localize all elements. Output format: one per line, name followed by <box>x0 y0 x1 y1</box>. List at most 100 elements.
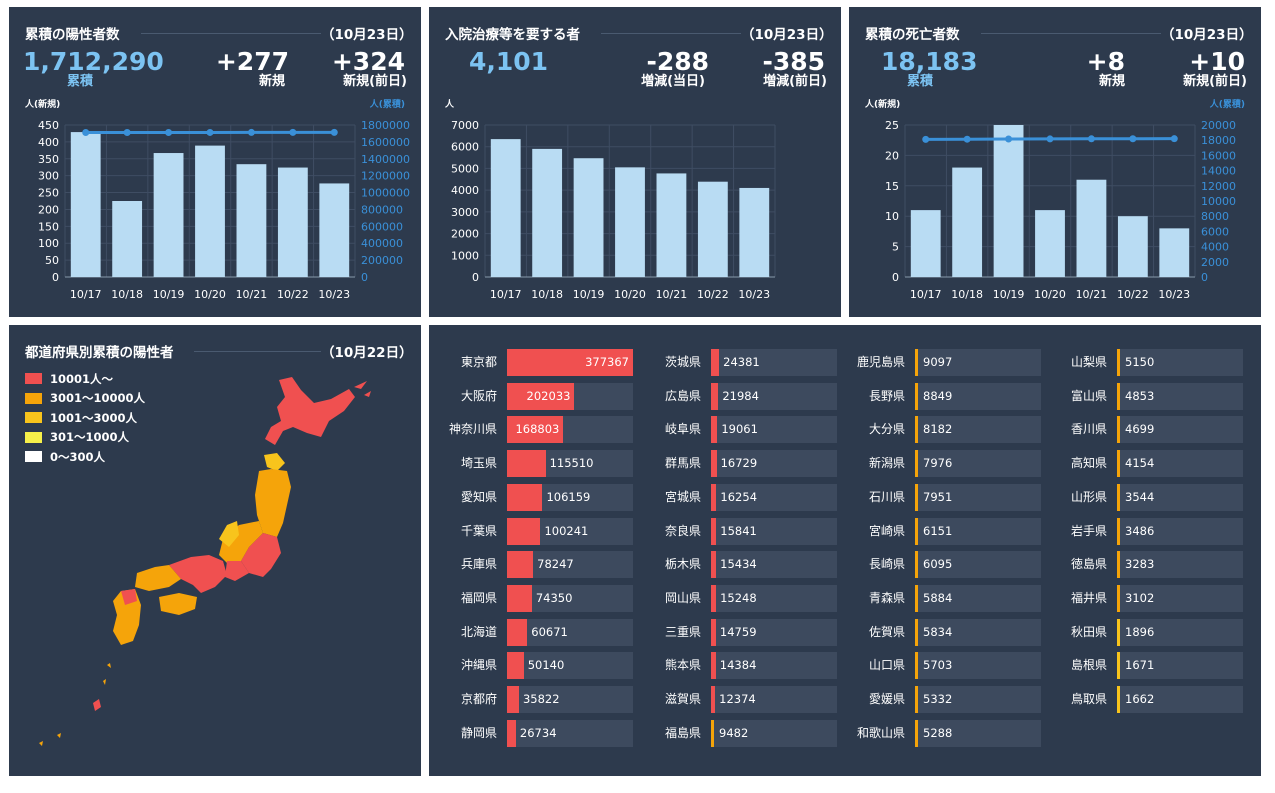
legend-item[interactable]: 1001～3000人 <box>25 408 145 428</box>
bar[interactable] <box>697 181 728 277</box>
map-region-chugoku[interactable] <box>135 565 181 591</box>
map-region-tohoku-north[interactable] <box>264 453 285 471</box>
ranking-row[interactable]: 岩手県 3486 <box>1055 517 1243 545</box>
ranking-row[interactable]: 滋賀県 12374 <box>645 686 837 713</box>
ranking-row[interactable]: 群馬県 16729 <box>645 450 837 478</box>
map-region-hokuriku[interactable] <box>219 521 239 547</box>
ranking-row[interactable]: 宮崎県 6151 <box>845 517 1041 545</box>
ranking-row[interactable]: 秋田県 1896 <box>1055 618 1243 646</box>
bar[interactable] <box>236 164 267 277</box>
line-point[interactable] <box>247 128 255 136</box>
ranking-row[interactable]: 岡山県 15248 <box>645 584 837 612</box>
ranking-row[interactable]: 香川県 4699 <box>1055 416 1243 444</box>
ranking-row[interactable]: 栃木県 15434 <box>645 551 837 579</box>
ranking-row[interactable]: 福井県 3102 <box>1055 584 1243 612</box>
map-region-kyushu[interactable] <box>113 589 141 645</box>
ranking-row[interactable]: 長崎県 6095 <box>845 551 1041 579</box>
ranking-row[interactable]: 広島県 21984 <box>645 382 837 410</box>
line-point[interactable] <box>1170 135 1178 143</box>
ranking-row[interactable]: 大阪府 202033 <box>445 382 633 410</box>
line-point[interactable] <box>123 129 131 137</box>
ranking-row[interactable]: 高知県 4154 <box>1055 450 1243 478</box>
ranking-row[interactable]: 富山県 4853 <box>1055 382 1243 410</box>
map-region-okinawa[interactable] <box>93 699 101 711</box>
bar[interactable] <box>532 148 563 277</box>
ranking-row[interactable]: 山口県 5703 <box>845 652 1041 680</box>
ranking-row[interactable]: 熊本県 14384 <box>645 652 837 680</box>
ranking-row[interactable]: 埼玉県 115510 <box>445 450 633 478</box>
bar[interactable] <box>739 187 770 277</box>
ranking-row[interactable]: 青森県 5884 <box>845 584 1041 612</box>
line-point[interactable] <box>922 135 930 143</box>
bar[interactable] <box>1159 228 1190 277</box>
ranking-row[interactable]: 石川県 7951 <box>845 483 1041 511</box>
ranking-row[interactable]: 鹿児島県 9097 <box>845 349 1041 376</box>
ranking-row[interactable]: 宮城県 16254 <box>645 483 837 511</box>
map-region-kansai[interactable] <box>169 555 227 593</box>
ranking-row[interactable]: 山梨県 5150 <box>1055 349 1243 376</box>
line-point[interactable] <box>82 129 90 137</box>
ranking-row[interactable]: 島根県 1671 <box>1055 652 1243 680</box>
bar[interactable] <box>993 125 1024 277</box>
bar[interactable] <box>656 173 687 277</box>
line-point[interactable] <box>1129 135 1137 143</box>
map-region-tohoku[interactable] <box>255 469 291 537</box>
ranking-row[interactable]: 長野県 8849 <box>845 382 1041 410</box>
map-region-hokkaido[interactable] <box>265 377 355 445</box>
ranking-row[interactable]: 新潟県 7976 <box>845 450 1041 478</box>
bar[interactable] <box>1035 210 1065 277</box>
bar[interactable] <box>1117 216 1148 277</box>
ranking-row[interactable]: 愛知県 106159 <box>445 483 633 511</box>
ranking-row[interactable]: 千葉県 100241 <box>445 517 633 545</box>
line-point[interactable] <box>165 128 173 136</box>
bar[interactable] <box>112 201 143 277</box>
legend-item[interactable]: 3001～10000人 <box>25 389 145 409</box>
legend-item[interactable]: 0～300人 <box>25 447 145 467</box>
ranking-row[interactable]: 奈良県 15841 <box>645 517 837 545</box>
line-point[interactable] <box>206 128 214 136</box>
bar[interactable] <box>490 139 521 277</box>
bar[interactable] <box>70 132 101 277</box>
ranking-row[interactable]: 愛媛県 5332 <box>845 686 1041 713</box>
bar[interactable] <box>573 158 604 277</box>
ranking-row[interactable]: 北海道 60671 <box>445 618 633 646</box>
legend-item[interactable]: 10001人～ <box>25 369 145 389</box>
bar[interactable] <box>615 167 645 277</box>
bar[interactable] <box>277 167 308 277</box>
ranking-row[interactable]: 和歌山県 5288 <box>845 719 1041 747</box>
bar[interactable] <box>153 153 184 277</box>
bar[interactable] <box>319 183 350 277</box>
ranking-row[interactable]: 徳島県 3283 <box>1055 551 1243 579</box>
ranking-row[interactable]: 神奈川県 168803 <box>445 416 633 444</box>
ranking-row[interactable]: 福岡県 74350 <box>445 584 633 612</box>
ranking-row[interactable]: 茨城県 24381 <box>645 349 837 376</box>
ranking-row[interactable]: 佐賀県 5834 <box>845 618 1041 646</box>
bar[interactable] <box>195 145 225 277</box>
line-point[interactable] <box>289 128 297 136</box>
map-region-chubu[interactable] <box>219 521 263 565</box>
ranking-row[interactable]: 沖縄県 50140 <box>445 652 633 680</box>
japan-map[interactable] <box>9 325 421 776</box>
ranking-row[interactable]: 鳥取県 1662 <box>1055 686 1243 713</box>
ranking-row[interactable]: 京都府 35822 <box>445 686 633 713</box>
ranking-row[interactable]: 岐阜県 19061 <box>645 416 837 444</box>
map-region-tokai[interactable] <box>225 561 249 581</box>
ranking-row[interactable]: 東京都 377367 <box>445 349 633 376</box>
line-point[interactable] <box>330 128 338 136</box>
ranking-row[interactable]: 静岡県 26734 <box>445 719 633 747</box>
line-point[interactable] <box>1046 135 1054 143</box>
ranking-row[interactable]: 山形県 3544 <box>1055 483 1243 511</box>
bar[interactable] <box>910 210 941 277</box>
line-point[interactable] <box>1005 135 1013 143</box>
bar[interactable] <box>952 167 983 277</box>
line-point[interactable] <box>1087 135 1095 143</box>
ranking-row[interactable]: 兵庫県 78247 <box>445 551 633 579</box>
map-region-shikoku[interactable] <box>159 593 197 615</box>
bar[interactable] <box>1076 179 1107 277</box>
ranking-row[interactable]: 福島県 9482 <box>645 719 837 747</box>
ranking-row[interactable]: 大分県 8182 <box>845 416 1041 444</box>
line-point[interactable] <box>963 135 971 143</box>
map-region-kanto[interactable] <box>241 533 281 577</box>
legend-item[interactable]: 301～1000人 <box>25 428 145 448</box>
map-region-fukuoka[interactable] <box>121 589 137 605</box>
